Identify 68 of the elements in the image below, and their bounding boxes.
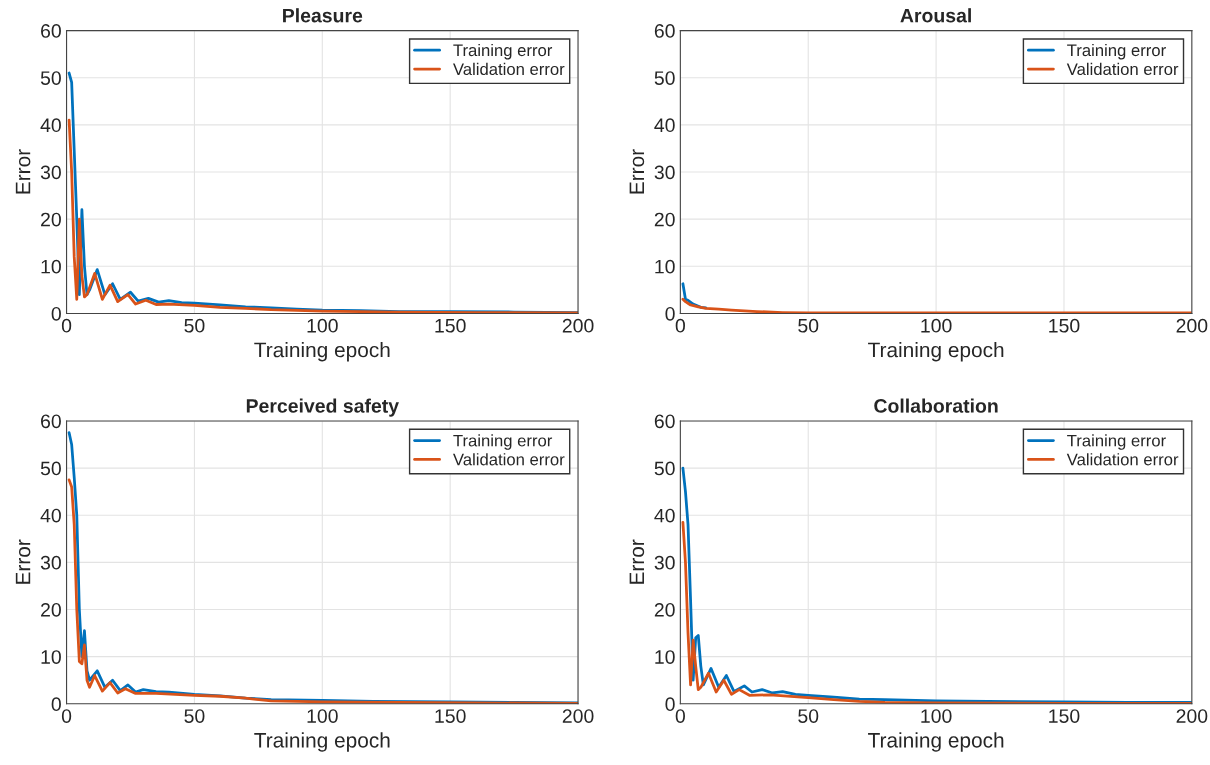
- y-tick-label: 30: [40, 555, 61, 570]
- legend-label: Validation error: [453, 62, 565, 76]
- y-tick-label: 50: [40, 461, 61, 476]
- legend-label: Training error: [453, 434, 553, 450]
- y-tick-label: 10: [41, 259, 61, 274]
- legend-label: Validation error: [1066, 453, 1179, 466]
- x-tick-label: 0: [675, 709, 685, 723]
- x-tick-label: 50: [798, 318, 819, 333]
- y-tick-label: 40: [654, 508, 675, 523]
- y-tick-label: 10: [655, 650, 675, 664]
- y-tick-label: 10: [41, 650, 61, 664]
- y-tick-label: 50: [654, 71, 675, 85]
- y-tick-label: 50: [40, 71, 61, 85]
- y-tick-label: 40: [654, 118, 675, 133]
- x-axis-title: Training epoch: [254, 732, 390, 752]
- x-tick-label: 50: [184, 709, 205, 723]
- legend-label: Validation error: [453, 453, 565, 466]
- x-tick-label: 150: [435, 709, 466, 723]
- x-tick-label: 150: [1049, 709, 1080, 723]
- chart-title: Arousal: [900, 8, 971, 23]
- y-axis-title: Error: [629, 539, 645, 584]
- legend-label: Training error: [1067, 434, 1166, 450]
- x-tick-label: 150: [1049, 318, 1080, 333]
- y-axis-title: Error: [629, 149, 645, 194]
- x-axis-title: Training epoch: [868, 342, 1004, 362]
- chart-title: Pleasure: [283, 8, 363, 23]
- y-tick-label: 40: [40, 508, 61, 523]
- chart-title: Perceived safety: [246, 398, 399, 417]
- y-tick-label: 60: [41, 414, 61, 429]
- y-tick-label: 50: [654, 461, 675, 476]
- legend-label: Training error: [1067, 43, 1166, 60]
- x-tick-label: 100: [921, 318, 952, 333]
- y-tick-label: 40: [40, 118, 61, 133]
- y-tick-label: 30: [654, 165, 675, 180]
- y-tick-label: 20: [654, 602, 675, 617]
- y-tick-label: 20: [41, 212, 61, 227]
- x-tick-label: 100: [921, 709, 952, 723]
- x-tick-label: 50: [184, 318, 205, 333]
- x-tick-label: 100: [307, 709, 338, 723]
- y-tick-label: 30: [40, 165, 61, 180]
- x-tick-label: 200: [562, 318, 594, 333]
- x-tick-label: 0: [61, 318, 72, 333]
- y-tick-label: 0: [665, 306, 675, 321]
- legend-label: Training error: [453, 43, 553, 60]
- y-axis-title: Error: [15, 539, 31, 584]
- y-tick-label: 20: [41, 602, 61, 617]
- y-axis-title: Error: [15, 149, 31, 194]
- x-tick-label: 200: [562, 709, 594, 723]
- x-tick-label: 50: [798, 709, 819, 723]
- y-tick-label: 60: [654, 24, 675, 38]
- x-tick-label: 150: [435, 318, 466, 333]
- y-tick-label: 0: [51, 306, 61, 321]
- chart-title: Collaboration: [874, 398, 998, 413]
- x-tick-label: 0: [675, 318, 685, 333]
- x-axis-title: Training epoch: [868, 732, 1004, 752]
- x-tick-label: 200: [1176, 318, 1208, 333]
- y-tick-label: 0: [51, 697, 61, 712]
- x-tick-label: 200: [1176, 709, 1208, 723]
- y-tick-label: 20: [654, 212, 675, 227]
- x-axis-title: Training epoch: [254, 342, 390, 362]
- x-tick-label: 100: [307, 318, 338, 333]
- x-tick-label: 0: [61, 709, 72, 723]
- y-tick-label: 60: [41, 24, 61, 38]
- y-tick-label: 60: [654, 414, 675, 429]
- y-tick-label: 0: [665, 697, 675, 712]
- legend-label: Validation error: [1066, 62, 1179, 76]
- y-tick-label: 30: [654, 555, 675, 570]
- y-tick-label: 10: [655, 259, 675, 274]
